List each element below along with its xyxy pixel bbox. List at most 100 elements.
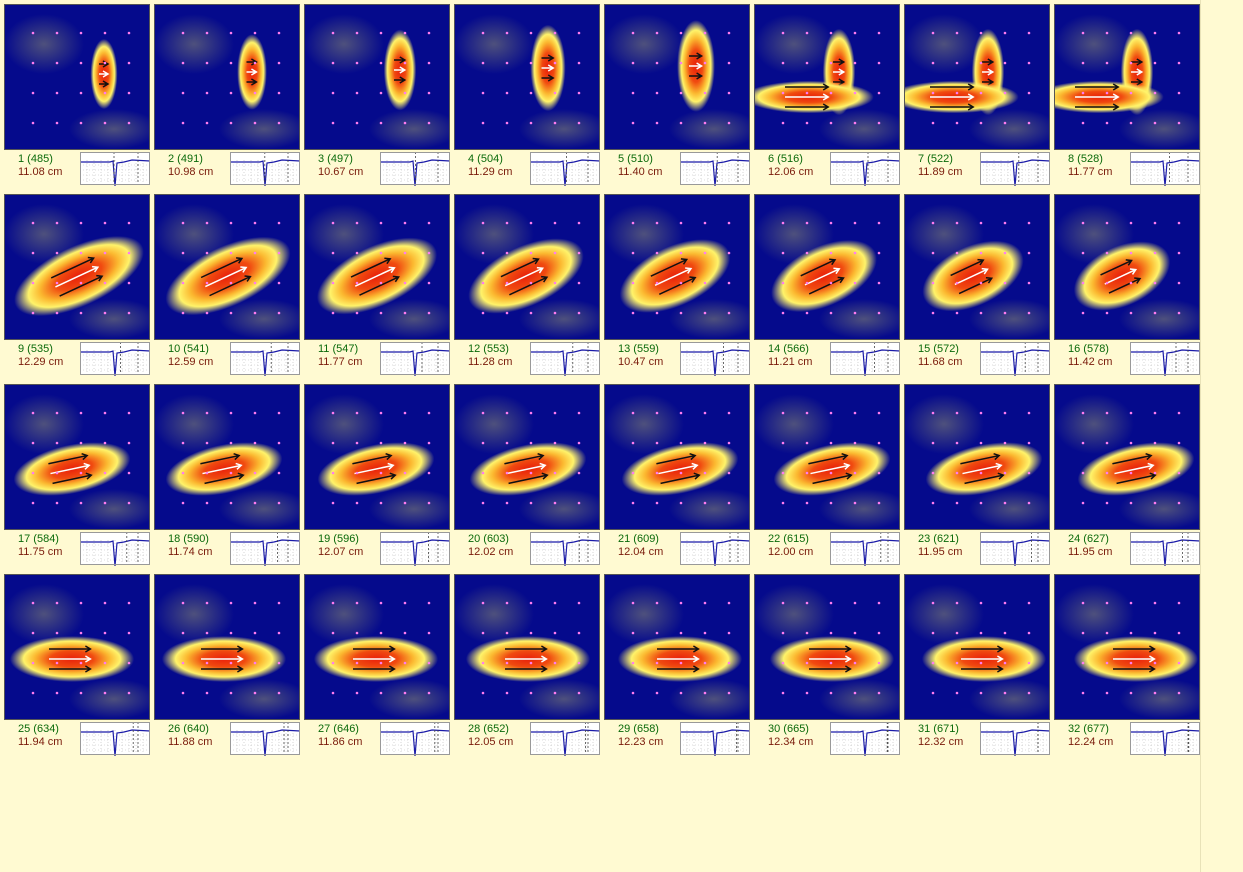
sensor-dot — [955, 661, 959, 665]
sensor-dot — [529, 61, 533, 65]
sensor-dot — [931, 661, 935, 665]
map-frame — [604, 384, 750, 530]
frame-label: 20 (603) — [468, 533, 509, 545]
sensor-dot — [679, 281, 683, 285]
sensor-dot — [127, 91, 131, 95]
sensor-dot — [829, 471, 833, 475]
frame: 13 (559)10.47 cm — [604, 194, 751, 377]
sensor-dot — [205, 471, 209, 475]
field-map — [604, 194, 750, 340]
sensor-dot — [853, 31, 857, 35]
ecg-thumbnail — [380, 722, 451, 757]
sensor-dot — [55, 121, 59, 125]
sensor-dot — [127, 311, 131, 315]
sensor-dot — [355, 441, 359, 445]
sensor-dot — [853, 441, 857, 445]
sensor-dot — [703, 91, 707, 95]
sensor-dot — [55, 691, 59, 695]
sensor-dot — [127, 251, 131, 255]
sensor-dot — [277, 311, 281, 315]
frame-distance: 10.98 cm — [168, 166, 213, 178]
sensor-dot — [1003, 501, 1007, 505]
sensor-dot — [481, 281, 485, 285]
ecg-frame — [830, 152, 900, 185]
sensor-dot — [379, 501, 383, 505]
sensor-dot — [955, 441, 959, 445]
frame-label: 9 (535) — [18, 343, 53, 355]
field-map — [4, 194, 150, 340]
sensor-dot — [553, 501, 557, 505]
current-arrow — [689, 52, 704, 60]
sensor-dot — [103, 631, 107, 635]
sensor-dot — [1105, 251, 1109, 255]
sensor-dot — [1105, 691, 1109, 695]
sensor-dot — [427, 281, 431, 285]
sensor-dot — [31, 281, 35, 285]
sensor-dot — [181, 471, 185, 475]
sensor-dot — [1105, 61, 1109, 65]
map-frame — [4, 574, 150, 720]
sensor-dot — [205, 661, 209, 665]
sensor-dot — [277, 471, 281, 475]
ecg-frame — [1130, 152, 1200, 185]
sensor-dot — [31, 91, 35, 95]
current-arrow — [204, 472, 245, 485]
sensor-dot — [679, 221, 683, 225]
sensor-dot — [931, 61, 935, 65]
sensor-dot — [355, 91, 359, 95]
map-frame — [154, 194, 300, 340]
sensor-dot — [679, 501, 683, 505]
sensor-dot — [955, 121, 959, 125]
map-frame — [904, 4, 1050, 150]
sensor-dot — [403, 661, 407, 665]
sensor-dot — [655, 471, 659, 475]
current-arrow — [205, 266, 248, 288]
field-map — [604, 384, 750, 530]
current-arrow — [353, 665, 396, 673]
sensor-dot — [955, 221, 959, 225]
frame-label: 4 (504) — [468, 153, 503, 165]
ecg-trace — [530, 159, 601, 187]
map-frame — [1054, 194, 1200, 340]
sensor-dot — [31, 601, 35, 605]
sensor-dot — [31, 471, 35, 475]
sensor-dot — [577, 631, 581, 635]
frame: 17 (584)11.75 cm — [4, 384, 151, 567]
sensor-dot — [853, 251, 857, 255]
frame-label: 12 (553) — [468, 343, 509, 355]
sensor-dot — [1153, 631, 1157, 635]
sensor-dot — [931, 251, 935, 255]
haze — [969, 679, 1050, 719]
sensor-dot — [553, 631, 557, 635]
sensor-dot — [205, 221, 209, 225]
sensor-dot — [253, 411, 257, 415]
ecg-trace — [230, 349, 301, 377]
sensor-dot — [1081, 31, 1085, 35]
sensor-dot — [505, 471, 509, 475]
sensor-dot — [1003, 61, 1007, 65]
sensor-dot — [829, 251, 833, 255]
sensor-dot — [727, 31, 731, 35]
sensor-dot — [1027, 471, 1031, 475]
sensor-dot — [853, 91, 857, 95]
ecg-thumbnail — [1130, 152, 1201, 187]
current-arrow — [48, 452, 89, 465]
sensor-dot — [979, 411, 983, 415]
frame: 29 (658)12.23 cm — [604, 574, 751, 757]
sensor-dot — [529, 221, 533, 225]
ecg-frame — [1130, 532, 1200, 565]
frame: 16 (578)11.42 cm — [1054, 194, 1201, 377]
sensor-dot — [781, 601, 785, 605]
sensor-dot — [577, 441, 581, 445]
sensor-dot — [331, 311, 335, 315]
sensor-dot — [727, 471, 731, 475]
sensor-dot — [805, 691, 809, 695]
sensor-dot — [727, 311, 731, 315]
current-arrow — [930, 83, 975, 91]
sensor-dot — [1177, 631, 1181, 635]
current-arrow — [810, 462, 851, 475]
current-arrow — [785, 103, 830, 111]
frame-distance: 12.04 cm — [618, 546, 663, 558]
current-arrow — [1113, 645, 1156, 653]
sensor-dot — [55, 251, 59, 255]
